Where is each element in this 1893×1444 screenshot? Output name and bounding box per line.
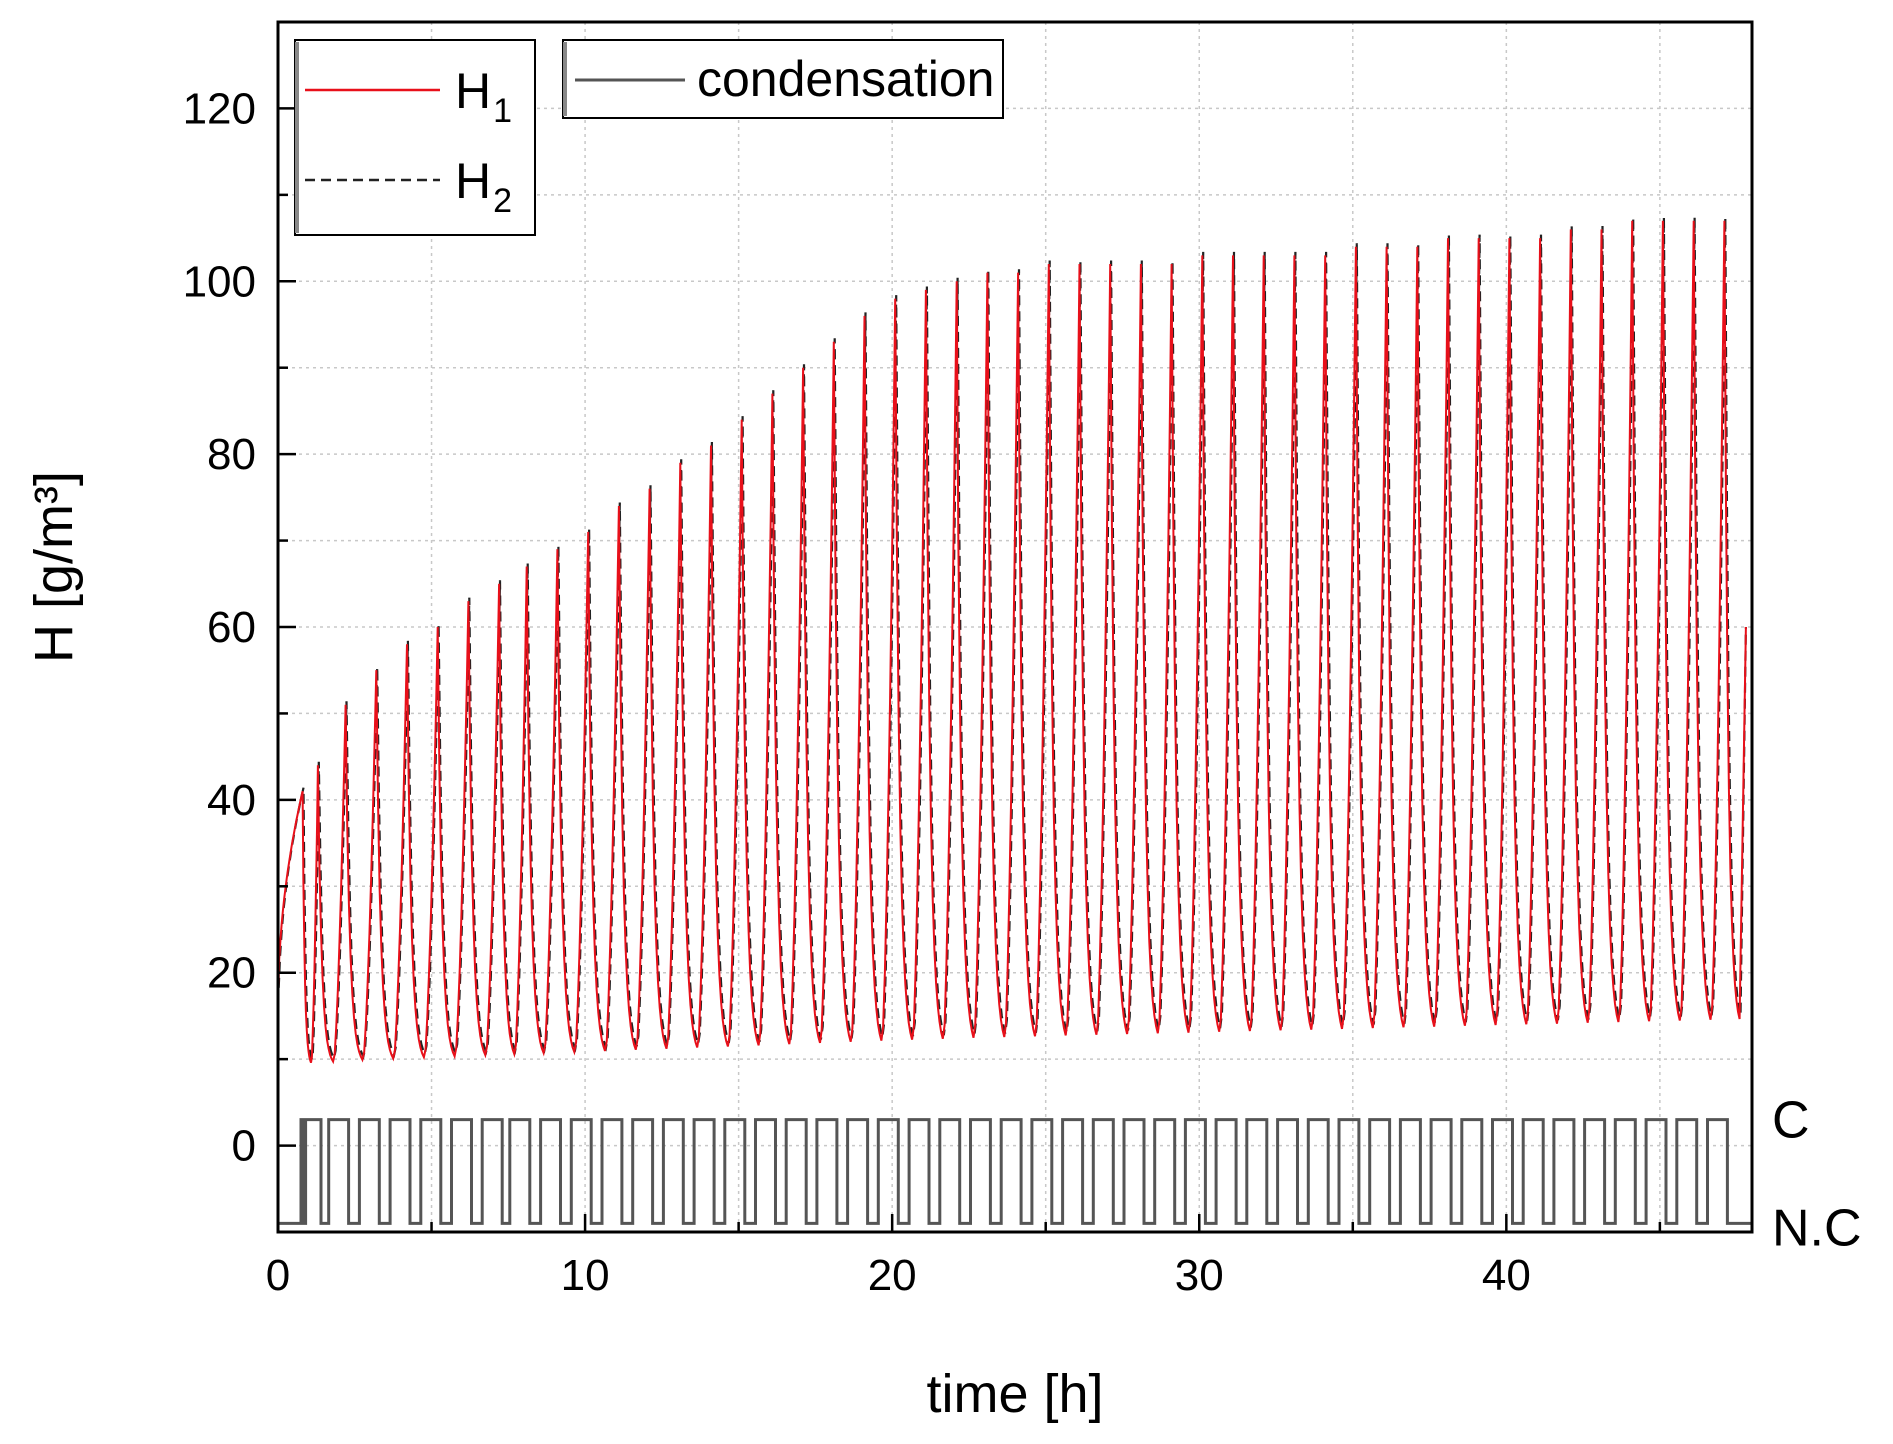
legend-box-h (294, 39, 536, 236)
legend-label-h1: H1 (455, 63, 512, 130)
y-tick-label: 100 (183, 257, 256, 306)
legend-label-sub: 1 (493, 92, 512, 130)
legend-label-main: H (455, 63, 491, 119)
y-axis-title: H [g/m³] (24, 471, 84, 663)
x-tick-label: 10 (561, 1251, 610, 1300)
legend-label-sub: 2 (493, 182, 512, 220)
x-tick-label: 40 (1482, 1251, 1531, 1300)
y-tick-label: 120 (183, 84, 256, 133)
series-h1-line (277, 220, 1747, 1065)
y-tick-label: 80 (207, 430, 256, 479)
y-tick-label: 20 (207, 949, 256, 998)
x-tick-label: 0 (266, 1251, 290, 1300)
state-label-c: C (1772, 1092, 1810, 1150)
y-tick-label: 40 (207, 776, 256, 825)
x-tick-label: 30 (1175, 1251, 1224, 1300)
legend-label-main: H (455, 153, 491, 209)
series-layer (276, 217, 1752, 1225)
legend-label-h2: H2 (455, 153, 512, 220)
state-label-nc: N.C (1772, 1199, 1862, 1257)
y-tick-label: 0 (232, 1122, 256, 1171)
series-condensation-line (278, 1118, 1752, 1225)
axes: 0 10 20 30 40 0 20 40 60 80 100 120 time [h] H [g/m³]… (24, 20, 1862, 1424)
x-tick-label: 20 (868, 1251, 917, 1300)
x-axis-title: time [h] (926, 1364, 1103, 1424)
legend-label-condensation: condensation (697, 51, 994, 107)
y-tick-label: 60 (207, 603, 256, 652)
